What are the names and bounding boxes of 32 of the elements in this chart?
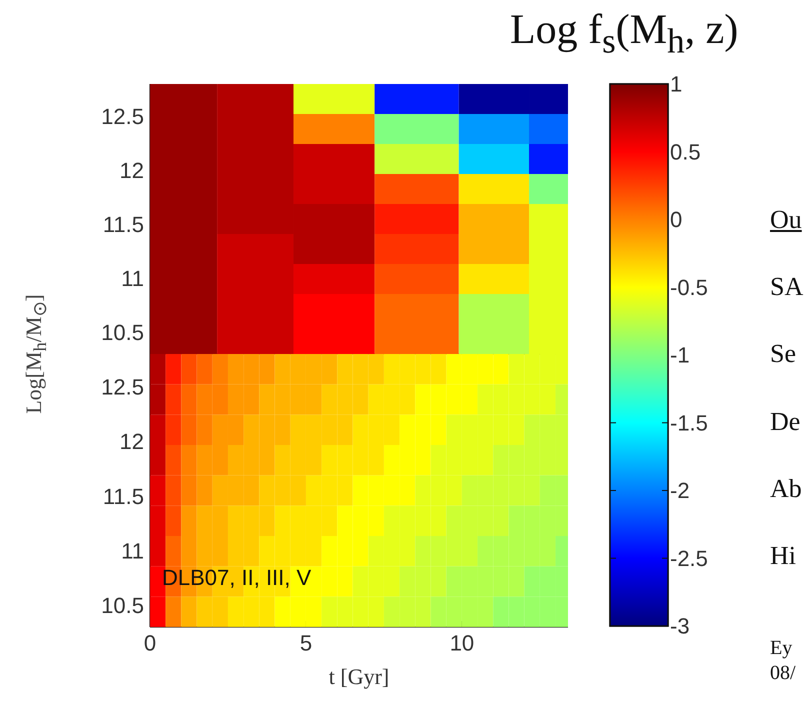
- color-bar-label: -0.5: [670, 274, 708, 300]
- text: Hi: [770, 541, 796, 571]
- x-tick-label: 5: [300, 630, 312, 656]
- y-tick-label: 12: [120, 429, 144, 454]
- color-bar-label: -2.5: [670, 546, 708, 571]
- color-bar-label: 0: [670, 207, 682, 232]
- x-axis-title: t [Gyr]: [328, 663, 390, 691]
- x-tick-label: 10: [450, 630, 474, 656]
- color-bar-label: 0.5: [670, 139, 701, 164]
- color-bar-label: -1.5: [670, 410, 708, 436]
- y-tick-label: 11: [121, 266, 144, 292]
- x-tick-label: 0: [144, 630, 156, 656]
- y-tick-label: 12: [120, 158, 144, 184]
- y-tick-label: 12.5: [101, 104, 144, 130]
- text: De: [770, 407, 800, 437]
- text: 08/: [770, 662, 796, 685]
- y-tick-label: 11.5: [102, 212, 144, 238]
- text: SA: [770, 272, 804, 302]
- y-tick-label: 10.5: [101, 592, 144, 618]
- y-tick-label: 10.5: [101, 320, 144, 346]
- y-tick-label: 11.5: [102, 484, 144, 509]
- text: Se: [770, 339, 796, 369]
- color-bar-label: -1: [670, 342, 690, 368]
- color-bar-label: 1: [670, 72, 682, 97]
- text: Ey: [770, 637, 792, 660]
- text: Ab: [770, 474, 802, 504]
- color-bar-label: -2: [670, 478, 690, 504]
- chart-title: Log f$_{s}$(M$_{h}$, z): [510, 6, 738, 62]
- text: Ou: [770, 205, 802, 235]
- y-tick-label: 12.5: [101, 374, 144, 400]
- y-tick-label: 11: [121, 538, 144, 564]
- color-bar-label: -3: [670, 614, 690, 639]
